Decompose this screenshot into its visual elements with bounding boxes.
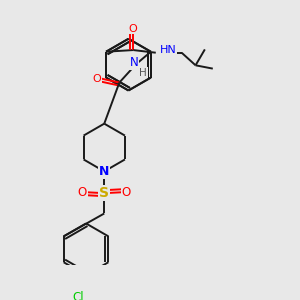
Text: O: O (78, 186, 87, 199)
Text: O: O (129, 23, 138, 34)
Text: Cl: Cl (73, 291, 84, 300)
Text: S: S (99, 186, 109, 200)
Text: HN: HN (160, 45, 176, 55)
Text: O: O (122, 186, 131, 199)
Text: H: H (139, 68, 147, 78)
Text: O: O (92, 74, 101, 84)
Text: N: N (99, 165, 110, 178)
Text: N: N (130, 56, 139, 70)
